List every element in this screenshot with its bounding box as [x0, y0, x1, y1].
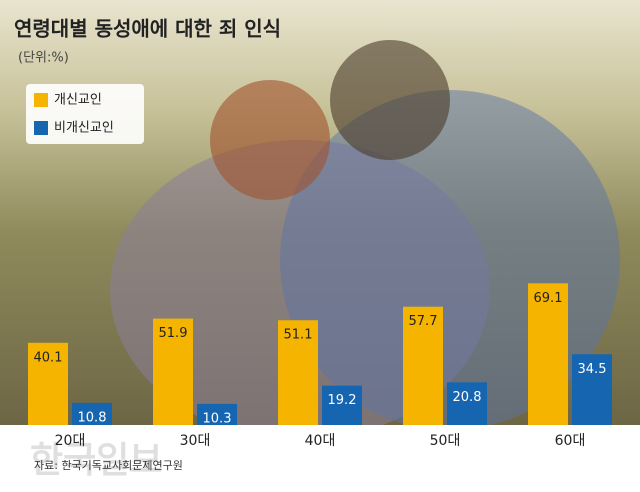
value-label: 34.5 [578, 362, 607, 377]
bar [278, 320, 318, 425]
bar [72, 402, 112, 425]
chart-title: 연령대별 동성애에 대한 죄 인식 [14, 17, 281, 41]
bar [403, 306, 443, 425]
value-label: 10.3 [203, 411, 232, 426]
chart-subtitle: (단위:%) [18, 51, 69, 66]
value-label: 57.7 [409, 314, 438, 329]
bar [28, 342, 68, 425]
photo-shape [210, 80, 330, 200]
watermark: 한국일보 [30, 440, 162, 481]
x-tick-label: 50대 [430, 433, 461, 449]
value-label: 20.8 [453, 390, 482, 405]
bar [153, 318, 193, 425]
value-label: 69.1 [534, 291, 563, 306]
bar [528, 283, 568, 425]
value-label: 51.1 [284, 328, 313, 343]
legend-label: 비개신교인 [54, 121, 114, 136]
x-tick-label: 30대 [180, 433, 211, 449]
legend-swatch [34, 121, 48, 135]
legend-box [26, 84, 144, 144]
x-tick-label: 40대 [305, 433, 336, 449]
legend-swatch [34, 93, 48, 107]
bar [447, 382, 487, 425]
legend-label: 개신교인 [54, 93, 102, 108]
bar [322, 385, 362, 425]
footer-band [0, 425, 640, 492]
source: 자료: 한국기독교사회문제연구원 [34, 459, 183, 472]
x-tick-label: 20대 [55, 433, 86, 449]
photo-shape [280, 90, 620, 430]
photo-shape [330, 40, 450, 160]
value-label: 19.2 [328, 393, 357, 408]
value-label: 51.9 [159, 326, 188, 341]
value-label: 10.8 [78, 410, 107, 425]
bar [197, 403, 237, 425]
bar [572, 354, 612, 425]
value-label: 40.1 [34, 350, 63, 365]
x-tick-label: 60대 [555, 433, 586, 449]
